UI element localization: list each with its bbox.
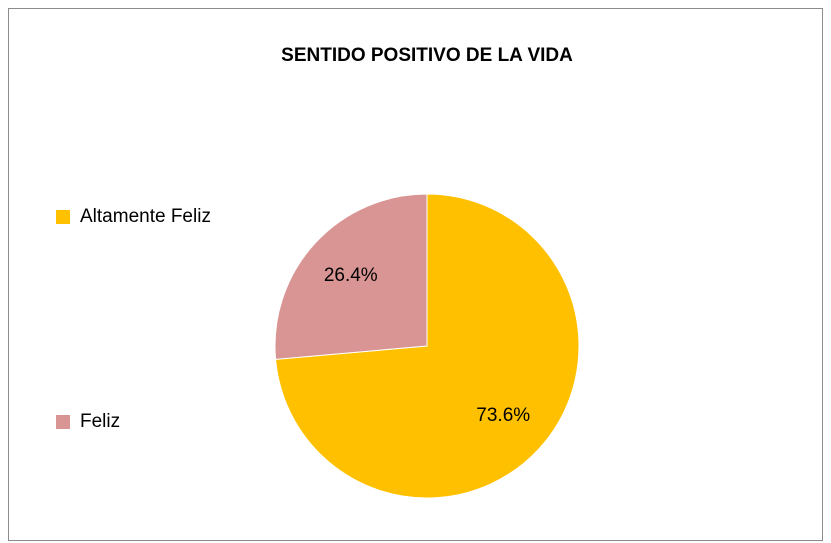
data-label: 26.4% xyxy=(324,265,378,286)
legend-swatch xyxy=(56,415,70,429)
legend-label: Feliz xyxy=(80,411,120,432)
data-label: 73.6% xyxy=(476,405,530,426)
legend-label: Altamente Feliz xyxy=(80,206,211,227)
pie-slice xyxy=(274,193,428,360)
legend-swatch xyxy=(56,210,70,224)
chart-title: SENTIDO POSITIVO DE LA VIDA xyxy=(281,45,573,66)
